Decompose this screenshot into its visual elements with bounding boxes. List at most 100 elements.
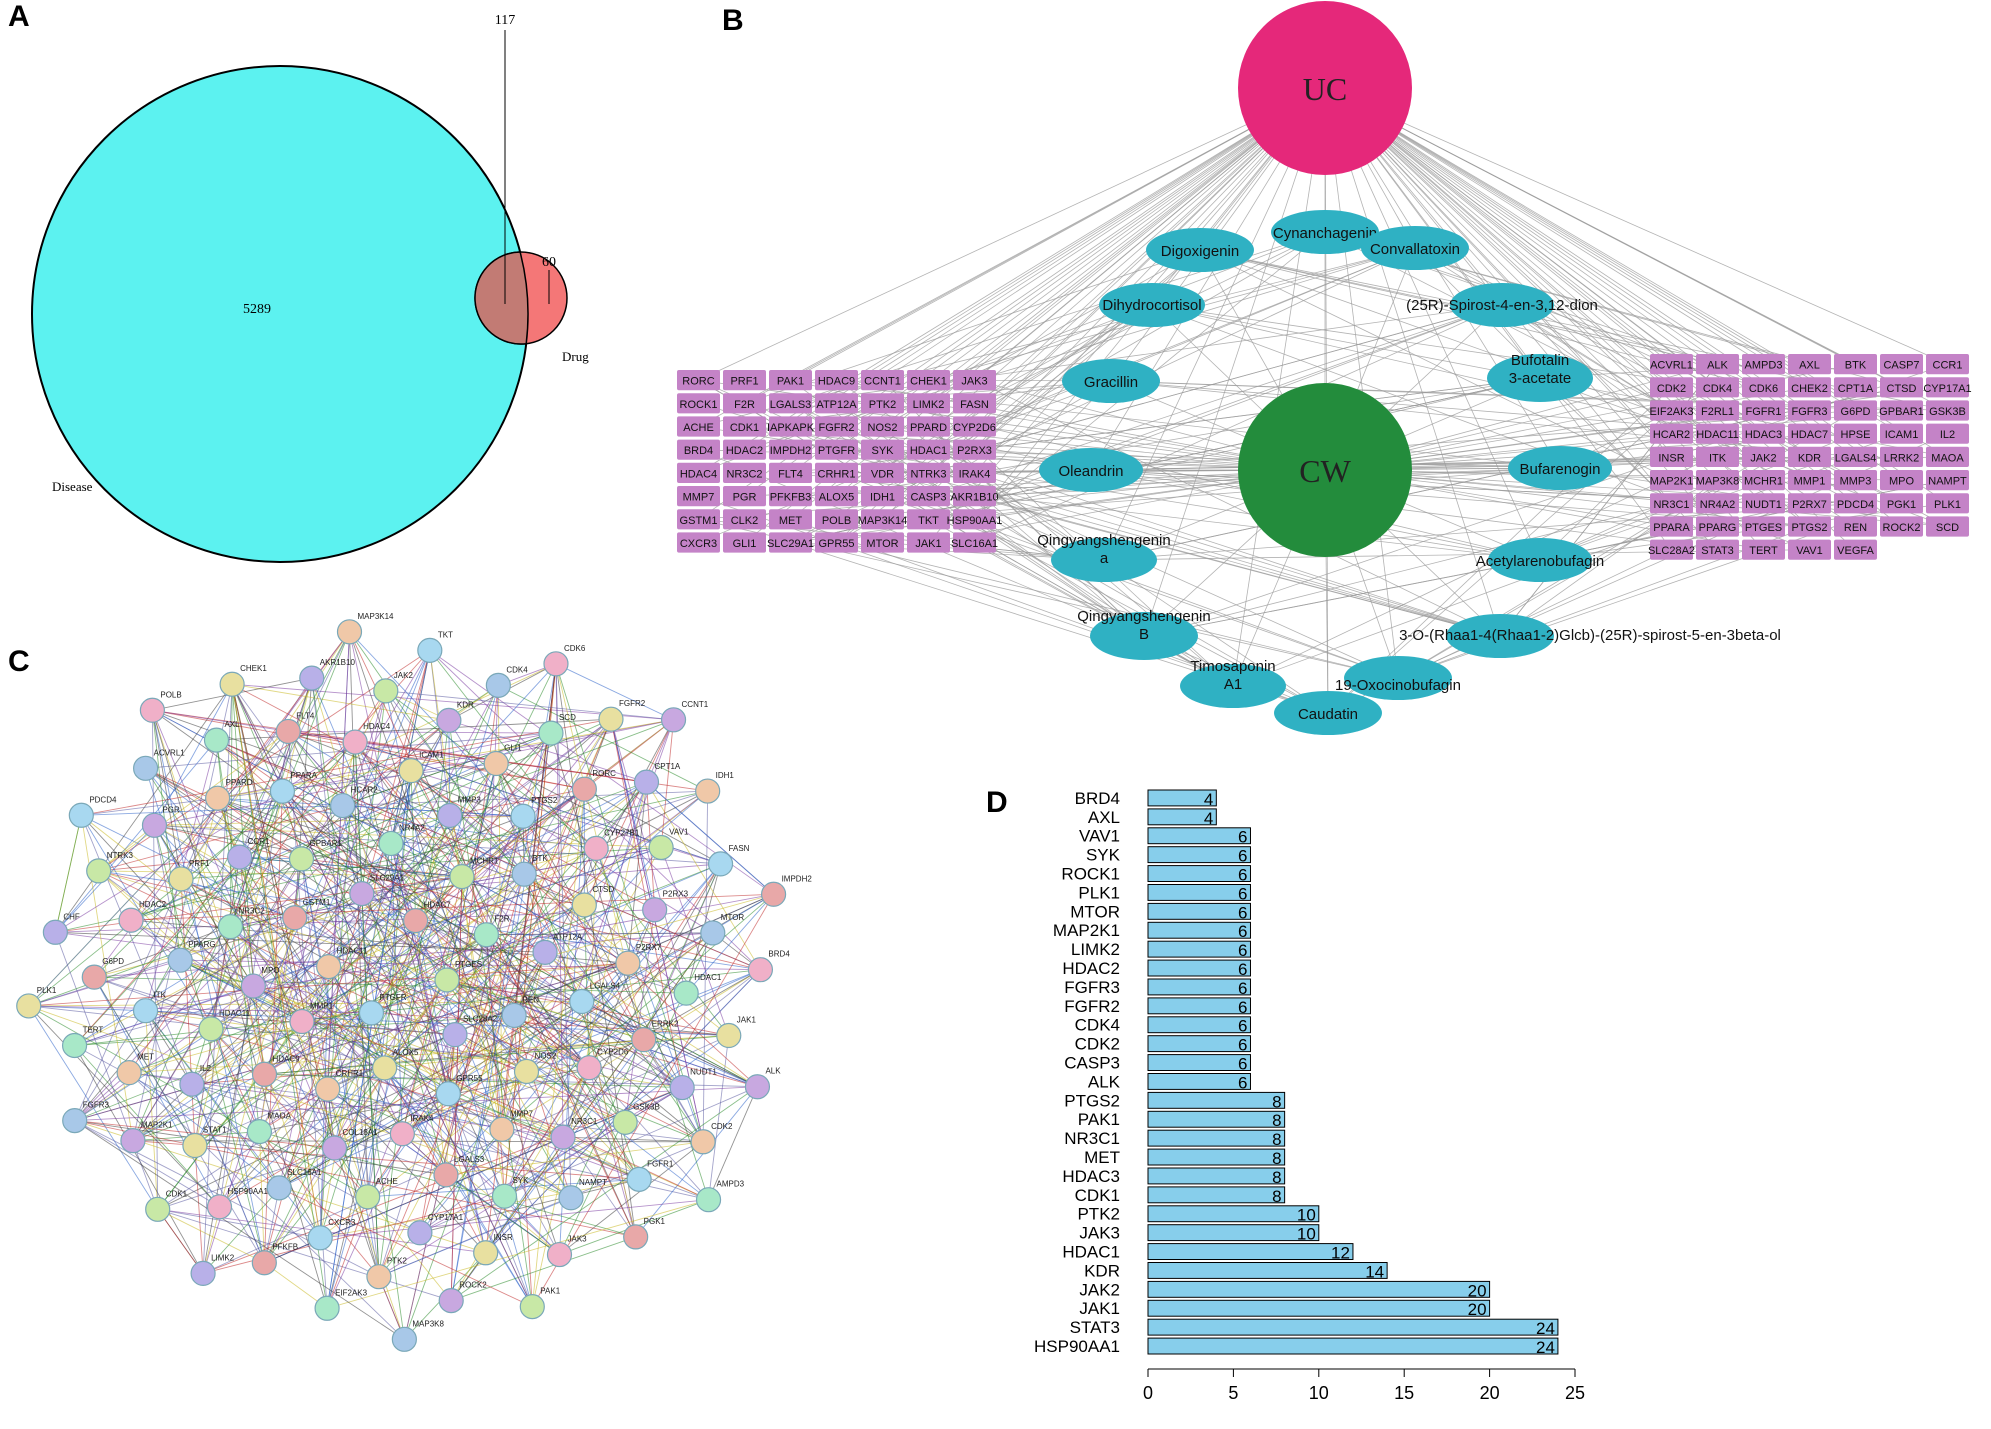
ppi-edge [327, 790, 708, 1090]
ppi-node-circle [571, 892, 597, 918]
left-target-ppard: PPARD [907, 416, 950, 437]
overlap-region [474, 251, 529, 345]
ppi-node-fgfr1: FGFR1 [626, 1159, 674, 1192]
ppi-node-alk: ALK [744, 1067, 781, 1100]
ppi-node-icam1: ICAM1 [398, 751, 444, 784]
ppi-edge [154, 824, 721, 865]
ppi-node-label: G6PD [102, 957, 124, 966]
ppi-node-circle [246, 1119, 273, 1145]
target-node-box [1650, 377, 1693, 398]
target-node-box [1742, 400, 1785, 421]
bar-met [1147, 1148, 1286, 1166]
target-node-label: CCNT1 [864, 376, 901, 388]
ppi-node-label: CHEK1 [240, 664, 267, 673]
right-target-kdr: KDR [1788, 446, 1831, 467]
ppi-edge [610, 719, 687, 994]
ppi-edge [451, 1236, 636, 1302]
ppi-node-circle [690, 1129, 716, 1155]
compound-label: Digoxigenin [1161, 243, 1239, 260]
ppi-node-label: SCD [559, 713, 576, 722]
left-target-tkt: TKT [907, 509, 950, 530]
target-node-label: CLK2 [731, 515, 759, 527]
ppi-node-circle [132, 998, 159, 1024]
ppi-node-circle [198, 1016, 224, 1042]
ppi-edge [319, 932, 714, 1239]
ppi-node-label: BRD4 [768, 950, 790, 959]
ppi-edge [239, 856, 456, 1035]
ppi-edge [230, 631, 350, 927]
left-target-cyp2d6: CYP2D6 [953, 416, 996, 437]
target-node-label: PTGS2 [1791, 522, 1827, 534]
ppi-node-circle [407, 1220, 433, 1246]
value-label: 8 [1272, 1187, 1281, 1206]
target-node-label: MAP2K1 [1650, 476, 1693, 488]
ppi-node-ntrk3: NTRK3 [86, 851, 133, 884]
right-target-fgfr3: FGFR3 [1788, 400, 1831, 421]
ppi-edge [501, 969, 761, 1130]
ppi-node-ccnt1: CCNT1 [660, 700, 709, 733]
ppi-node-circle [538, 720, 564, 746]
ppi-edge [282, 719, 674, 792]
ppi-node-met: MET [116, 1053, 154, 1086]
bar-alk [1147, 1073, 1251, 1090]
target-node-box [861, 532, 904, 553]
ppi-node-label: PFKFB [272, 1243, 298, 1252]
compound-ellipse [1090, 612, 1198, 660]
target-node-box [861, 439, 904, 460]
ppi-edge [311, 678, 380, 1277]
target-node-label: PPARA [1653, 522, 1690, 534]
bar-hsp90aa1 [1147, 1337, 1559, 1355]
ppi-edge [294, 917, 487, 936]
ppi-edge [74, 1120, 636, 1238]
ppi-edge [419, 1034, 456, 1233]
value-label: 6 [1238, 866, 1247, 885]
left-target-slc29a1: SLC29A1 [767, 532, 814, 553]
target-node-box [677, 462, 720, 483]
category-label: AXL [1088, 808, 1120, 827]
ppi-edge [74, 1086, 758, 1122]
target-node-box [1650, 446, 1693, 467]
target-node-label: F2R [734, 399, 755, 411]
target-node-box [723, 393, 766, 414]
ppi-edge [55, 683, 233, 933]
ppi-node-circle [648, 834, 674, 861]
x-tick-label: 0 [1143, 1383, 1153, 1403]
ppi-node-circle [532, 939, 558, 965]
compound-label: Dihydrocortisol [1102, 297, 1201, 314]
value-label: 6 [1238, 979, 1247, 998]
ppi-node-jak2: JAK2 [373, 671, 413, 704]
left-target-map3k14: MAP3K14 [858, 509, 907, 530]
target-node-box [769, 509, 812, 530]
ppi-edge [217, 797, 687, 994]
ppi-edge [231, 684, 328, 1309]
value-label: 6 [1238, 903, 1247, 922]
target-node-box [953, 509, 996, 530]
ppi-node-circle [598, 706, 624, 732]
ppi-edge [202, 684, 233, 1274]
category-label: ROCK1 [1061, 865, 1120, 884]
target-node-label: PTGFR [818, 445, 855, 457]
ppi-node-circle [433, 1162, 459, 1188]
ppi-node-label: CCR1 [248, 837, 270, 846]
ppi-edge [635, 1086, 758, 1238]
x-tick-label: 20 [1480, 1383, 1500, 1403]
ppi-node-label: SLC29A1 [370, 874, 405, 883]
right-target-slc28a2: SLC28A2 [1648, 539, 1695, 560]
ppi-edge [179, 798, 219, 961]
ppi-node-label: BTK [532, 854, 548, 863]
target-node-label: JAK2 [1750, 452, 1776, 464]
ppi-node-circle [203, 727, 230, 753]
ppi-node-label: IL2 [200, 1064, 212, 1073]
ppi-node-circle [571, 776, 597, 802]
network-edge [698, 87, 1326, 474]
ppi-node-circle [240, 973, 266, 999]
network-edge [1324, 87, 1948, 365]
ppi-node-label: AXL [224, 720, 240, 729]
category-label: HDAC2 [1062, 959, 1120, 978]
ppi-node-limk2: LIMK2 [190, 1253, 235, 1286]
compound-node: Caudatin [1274, 691, 1382, 735]
left-target-hdac9: HDAC9 [815, 370, 858, 391]
category-label: KDR [1084, 1261, 1120, 1280]
network-edge [928, 304, 1503, 520]
target-node-label: PPARD [910, 422, 947, 434]
